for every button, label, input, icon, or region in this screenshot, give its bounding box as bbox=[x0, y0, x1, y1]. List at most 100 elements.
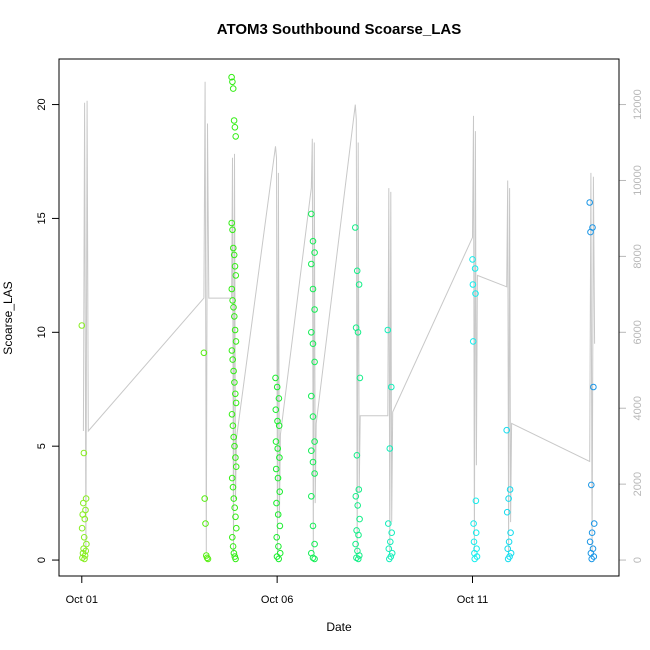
data-point bbox=[587, 228, 594, 236]
y2-tick-label: 12000 bbox=[632, 89, 644, 120]
data-point bbox=[388, 529, 396, 537]
data-point bbox=[276, 488, 284, 496]
y-tick-label: 0 bbox=[36, 557, 48, 563]
data-point bbox=[231, 504, 238, 512]
data-point bbox=[308, 447, 315, 455]
y2-tick-label: 6000 bbox=[632, 320, 644, 344]
chart-title: ATOM3 Southbound Scoarse_LAS bbox=[217, 21, 461, 38]
data-point bbox=[230, 251, 238, 259]
data-point bbox=[386, 445, 394, 452]
data-point bbox=[274, 445, 282, 452]
data-point bbox=[80, 545, 87, 553]
data-point bbox=[228, 347, 236, 354]
data-point bbox=[228, 73, 235, 81]
data-point bbox=[228, 411, 236, 418]
data-point bbox=[233, 524, 240, 532]
data-point bbox=[230, 367, 237, 375]
data-point bbox=[354, 329, 362, 336]
data-point bbox=[232, 454, 239, 461]
data-point bbox=[503, 508, 511, 516]
data-point bbox=[230, 244, 237, 252]
data-point bbox=[231, 313, 238, 320]
data-point bbox=[275, 543, 282, 550]
data-point bbox=[356, 515, 363, 523]
data-point bbox=[202, 520, 209, 527]
data-point bbox=[353, 267, 361, 275]
data-point bbox=[308, 210, 315, 218]
data-point bbox=[352, 493, 360, 500]
data-point bbox=[590, 383, 597, 391]
data-point bbox=[588, 555, 596, 563]
data-point bbox=[590, 520, 598, 527]
y-tick-label: 20 bbox=[36, 98, 48, 110]
data-point bbox=[354, 502, 362, 509]
data-point bbox=[229, 543, 237, 550]
data-point bbox=[232, 338, 240, 345]
data-point bbox=[309, 340, 317, 348]
data-point bbox=[232, 555, 239, 563]
data-point bbox=[503, 426, 511, 434]
data-point bbox=[471, 555, 479, 563]
data-point bbox=[201, 495, 208, 502]
data-point bbox=[228, 285, 236, 293]
data-point bbox=[311, 470, 318, 477]
data-point bbox=[309, 285, 317, 293]
data-point bbox=[311, 249, 318, 256]
data-point bbox=[311, 306, 318, 313]
data-point bbox=[470, 538, 478, 546]
secondary-series-layer bbox=[82, 81, 596, 553]
data-point bbox=[352, 224, 359, 231]
y-axis-label: Scoarse_LAS bbox=[1, 281, 15, 354]
scatter-points-layer bbox=[78, 73, 598, 563]
data-point bbox=[356, 374, 364, 382]
secondary-series-line bbox=[82, 81, 596, 553]
data-point bbox=[230, 549, 238, 557]
data-point bbox=[309, 522, 317, 530]
data-point bbox=[229, 297, 236, 304]
data-point bbox=[387, 538, 394, 546]
plot-frame bbox=[58, 58, 620, 577]
data-point bbox=[276, 549, 284, 557]
data-point bbox=[204, 555, 212, 563]
data-point bbox=[272, 406, 280, 414]
data-point bbox=[311, 438, 318, 445]
data-point bbox=[386, 555, 393, 563]
data-point bbox=[309, 554, 317, 562]
data-point bbox=[275, 422, 283, 430]
data-point bbox=[232, 272, 240, 279]
data-point bbox=[230, 117, 238, 124]
data-point bbox=[232, 513, 239, 521]
data-point bbox=[588, 481, 595, 489]
data-point bbox=[276, 522, 284, 530]
data-point bbox=[507, 529, 514, 537]
data-point bbox=[308, 392, 315, 400]
data-point bbox=[355, 531, 362, 539]
x-tick-label: Oct 01 bbox=[66, 594, 98, 606]
data-point bbox=[274, 474, 282, 482]
data-point bbox=[472, 290, 479, 297]
data-point bbox=[505, 495, 512, 502]
y2-tick-label: 2000 bbox=[632, 472, 644, 496]
data-point bbox=[83, 540, 90, 548]
data-point bbox=[275, 395, 283, 402]
x-axis-label: Date bbox=[326, 620, 352, 634]
data-point bbox=[472, 497, 480, 505]
data-point bbox=[229, 422, 237, 430]
data-point bbox=[385, 545, 393, 553]
y2-tick-label: 8000 bbox=[632, 244, 644, 268]
y-tick-label: 5 bbox=[36, 443, 48, 449]
data-point bbox=[229, 534, 236, 541]
data-point bbox=[231, 379, 238, 386]
y2-tick-label: 0 bbox=[632, 557, 644, 563]
data-point bbox=[229, 226, 236, 234]
y-tick-label: 15 bbox=[36, 212, 48, 224]
data-point bbox=[272, 465, 280, 473]
x-tick-label: Oct 11 bbox=[457, 594, 489, 606]
data-point bbox=[273, 499, 280, 507]
data-point bbox=[472, 529, 480, 537]
data-point bbox=[355, 555, 362, 563]
data-point bbox=[385, 520, 392, 527]
data-point bbox=[355, 486, 363, 493]
